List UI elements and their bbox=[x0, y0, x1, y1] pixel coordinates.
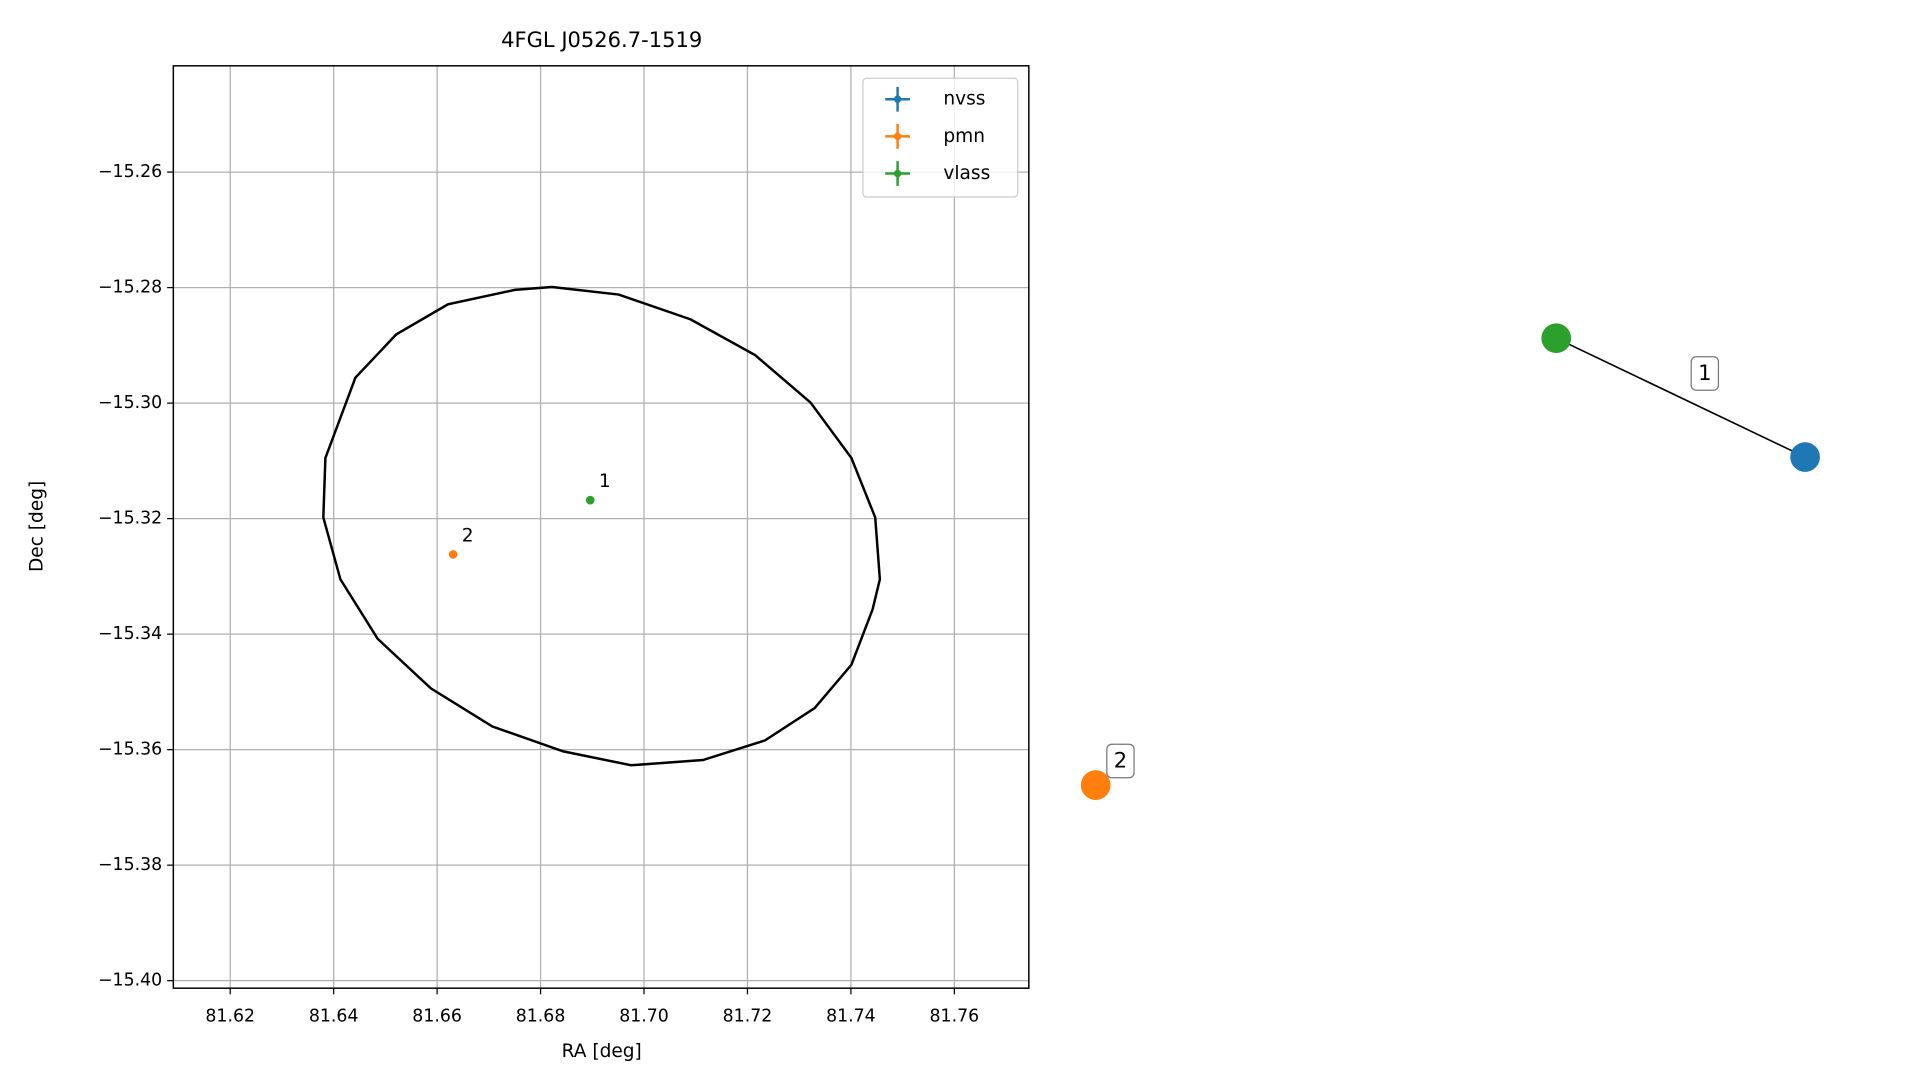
y-tick-label: −15.26 bbox=[98, 162, 162, 182]
edge-label-box bbox=[1690, 356, 1720, 391]
legend-marker bbox=[893, 95, 902, 103]
legend-marker bbox=[893, 132, 902, 141]
axes-frame bbox=[172, 65, 1030, 989]
error-ellipse bbox=[322, 285, 882, 767]
legend-box bbox=[862, 77, 1019, 198]
x-tick-label: 81.66 bbox=[412, 1007, 462, 1027]
x-tick-label: 81.62 bbox=[205, 1007, 255, 1027]
node-label: 2 bbox=[1114, 748, 1127, 773]
node bbox=[1541, 323, 1572, 354]
x-tick-label: 81.64 bbox=[309, 1007, 359, 1027]
point bbox=[448, 550, 458, 559]
network-graph: 1 2 bbox=[1080, 323, 1820, 800]
x-tick-label: 81.68 bbox=[516, 1007, 566, 1027]
x-tick-label: 81.70 bbox=[619, 1007, 669, 1027]
y-tick-label: −15.30 bbox=[98, 393, 162, 413]
y-tick-label: −15.34 bbox=[98, 624, 162, 644]
chart-title: 4FGL J0526.7-1519 bbox=[501, 27, 702, 52]
edge bbox=[1555, 337, 1806, 458]
y-tick-label: −15.40 bbox=[98, 971, 162, 991]
plot-area: 81.62 81.64 81.66 81.68 81.70 81.72 81.74 81.76… bbox=[98, 65, 1030, 1027]
point bbox=[585, 495, 595, 505]
node-label-box bbox=[1106, 743, 1135, 779]
edge-label: 1 bbox=[1698, 360, 1711, 385]
legend-label: pmn bbox=[943, 126, 985, 147]
x-tick-label: 81.76 bbox=[930, 1007, 980, 1027]
node bbox=[1790, 442, 1820, 472]
node bbox=[1080, 770, 1111, 800]
legend-label: nvss bbox=[943, 89, 985, 110]
point-label: 1 bbox=[599, 471, 611, 492]
x-tick-label: 81.74 bbox=[826, 1007, 876, 1027]
x-axis-label: RA [deg] bbox=[562, 1041, 642, 1062]
point-label: 2 bbox=[462, 525, 474, 546]
y-tick-label: −15.28 bbox=[98, 278, 162, 298]
legend-label: vlass bbox=[943, 163, 990, 184]
legend-marker bbox=[893, 169, 902, 178]
y-axis-label: Dec [deg] bbox=[27, 481, 48, 572]
x-tick-label: 81.72 bbox=[723, 1007, 773, 1027]
y-tick-label: −15.36 bbox=[98, 740, 162, 760]
y-tick-label: −15.38 bbox=[98, 855, 162, 875]
y-tick-label: −15.32 bbox=[98, 509, 162, 529]
